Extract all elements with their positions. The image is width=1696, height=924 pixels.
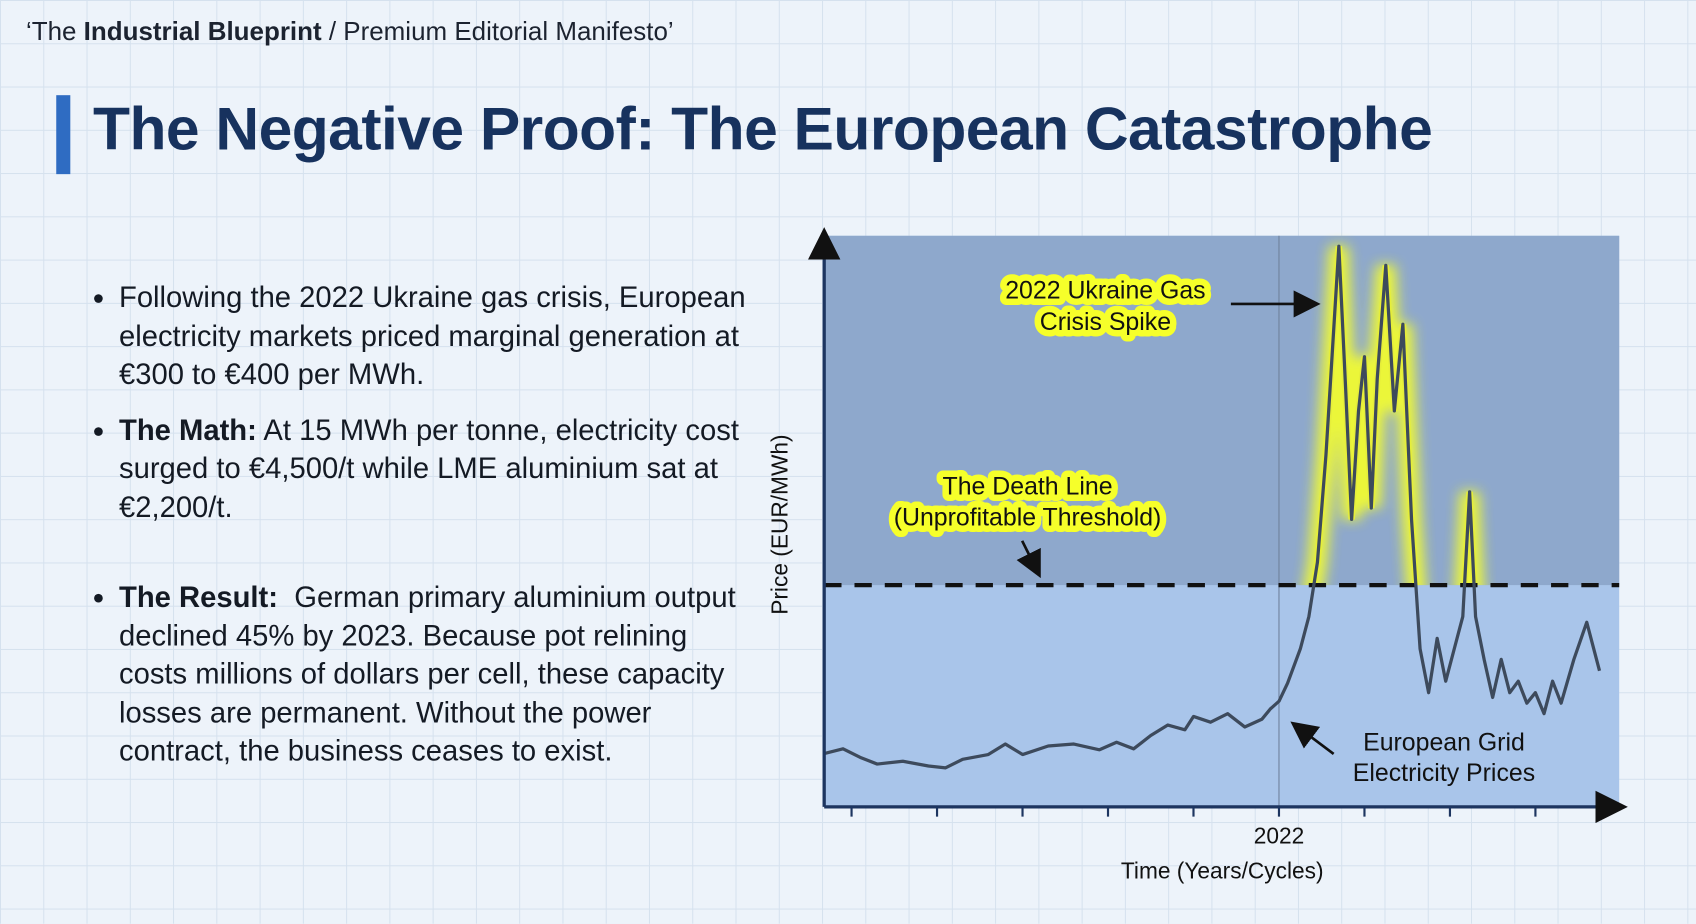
header: ‘The Industrial Blueprint / Premium Edit… (26, 17, 674, 47)
x-axis-label: Time (Years/Cycles) (1121, 857, 1324, 883)
header-bold: Industrial Blueprint (83, 17, 322, 47)
bullet-text: Following the 2022 Ukraine gas crisis, E… (118, 281, 746, 391)
bullet-lead: The Result: (118, 580, 278, 614)
annotation: Electricity Prices (1353, 759, 1535, 787)
annotation: The Death Line (943, 472, 1113, 500)
title-accent (56, 95, 71, 175)
annotation-arrow (1290, 721, 1335, 755)
bullet: The Math: At 15 MWh per tonne, electrici… (119, 412, 746, 527)
annotation: 2022 Ukraine Gas (1005, 277, 1205, 305)
bullet-text: At 15 MWh per tonne, electricity cost su… (118, 413, 739, 523)
bullet-lead: The Math: (118, 413, 257, 447)
bullet: Following the 2022 Ukraine gas crisis, E… (119, 279, 746, 394)
annotation-arrow (1016, 540, 1041, 579)
annotation: (Unprofitable Threshold) (894, 504, 1162, 532)
annotation: Crisis Spike (1040, 308, 1171, 336)
danger-zone (824, 235, 1620, 586)
bullet-list: Following the 2022 Ukraine gas crisis, E… (87, 279, 747, 788)
bullet: The Result: German primary aluminium out… (119, 579, 746, 771)
header-suffix: / Premium Editorial Manifesto’ (321, 17, 674, 47)
y-axis-label: Price (EUR/MWh) (766, 434, 792, 614)
price-line (823, 244, 1602, 770)
header-prefix: ‘The (25, 17, 84, 47)
x-tick-label: 2022 (1254, 823, 1305, 849)
bullet-text: German primary aluminium output declined… (118, 580, 744, 767)
slide-title: The Negative Proof: The European Catastr… (93, 94, 1433, 163)
annotation: European Grid (1363, 729, 1525, 757)
